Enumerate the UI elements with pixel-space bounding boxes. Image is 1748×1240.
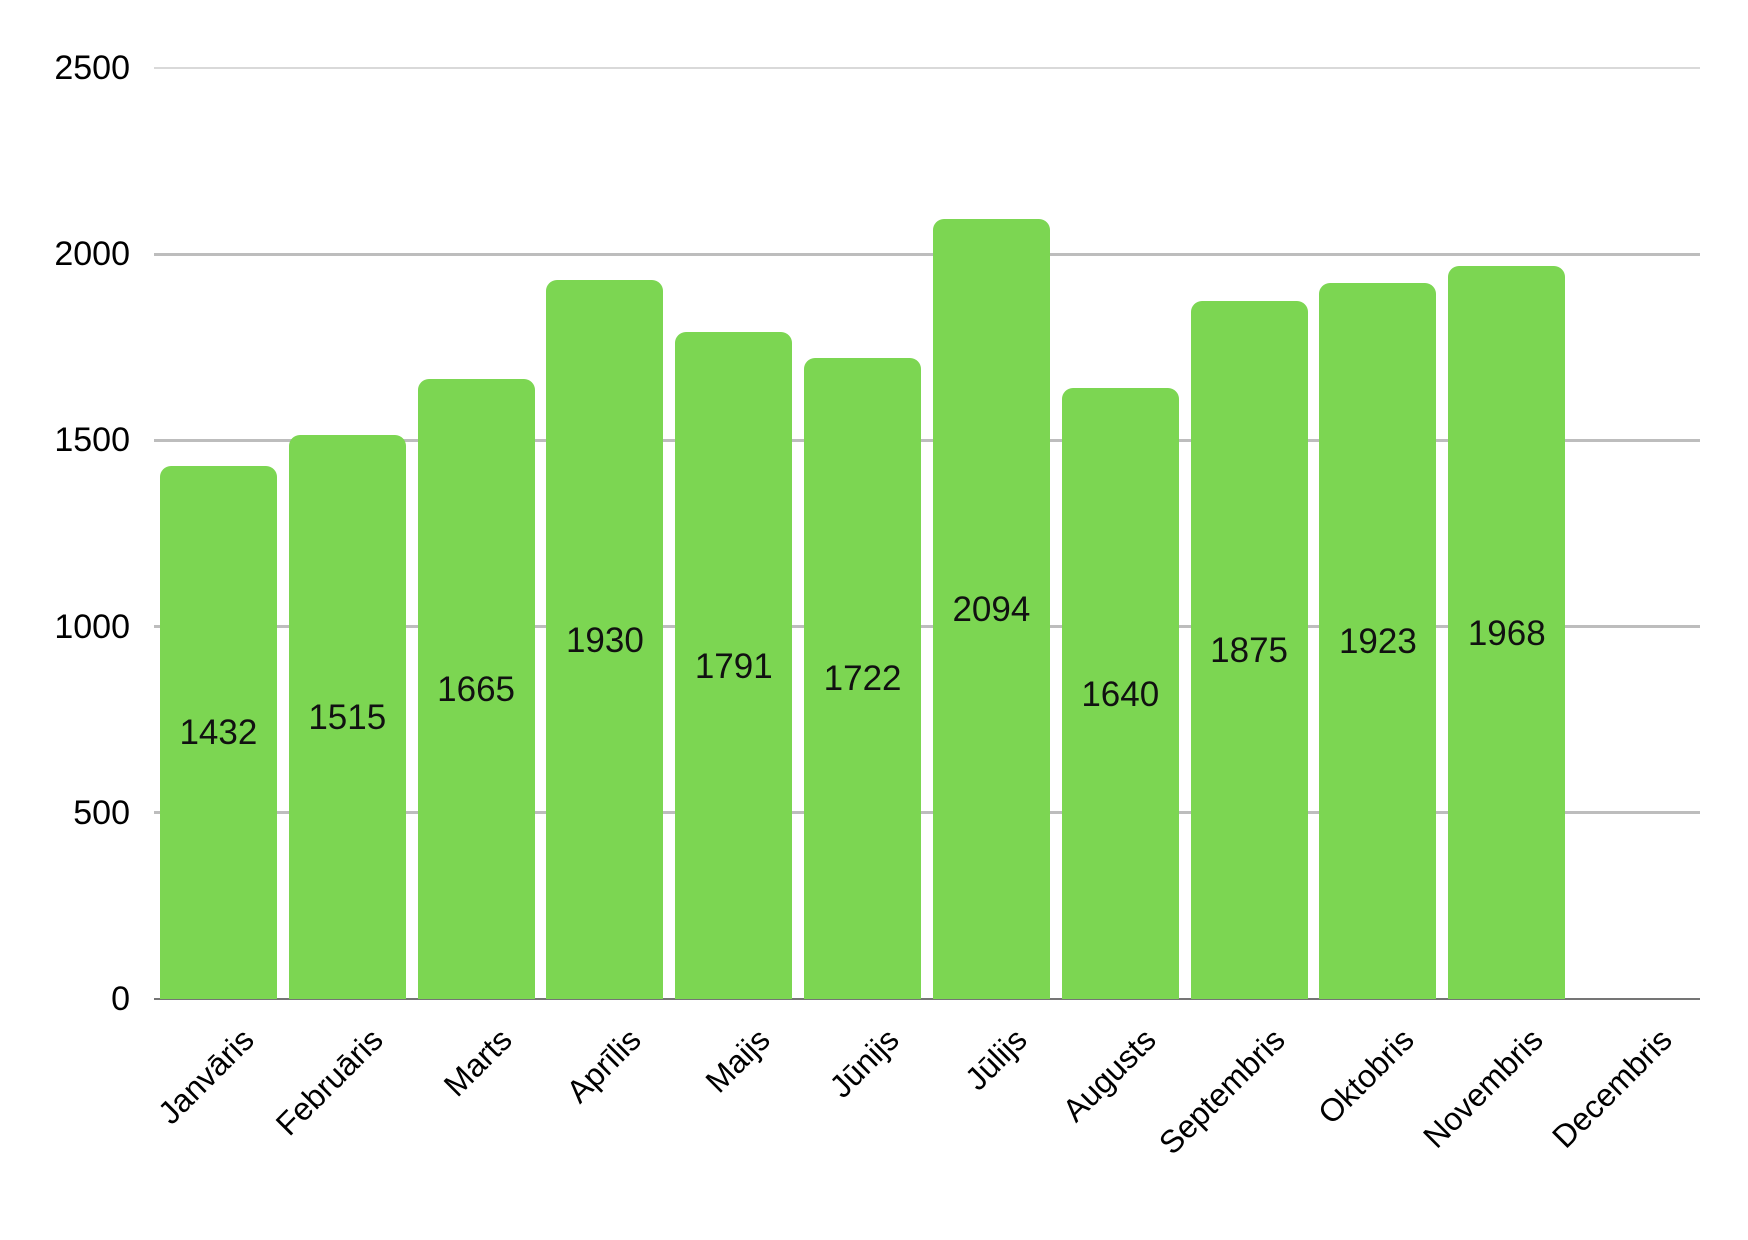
x-tick-label-decembris: Decembris <box>1544 1021 1679 1155</box>
bar-value-label-janvāris: 1432 <box>179 713 258 753</box>
y-tick-label-500: 500 <box>73 793 130 832</box>
gridline-1000 <box>154 625 1700 629</box>
bar-value-label-jūnijs: 1722 <box>823 659 902 699</box>
bar-value-label-oktobris: 1923 <box>1338 621 1417 661</box>
gridline-500 <box>154 811 1700 815</box>
bar-septembris <box>1190 300 1308 999</box>
bar-marts <box>417 378 535 999</box>
x-tick-label-augusts: Augusts <box>1055 1021 1163 1129</box>
bar-oktobris <box>1319 282 1437 999</box>
bar-value-label-septembris: 1875 <box>1210 630 1289 670</box>
gridline-1500 <box>154 438 1700 442</box>
x-tick-label-jūlijs: Jūlijs <box>958 1021 1035 1098</box>
y-tick-label-2000: 2000 <box>54 235 130 274</box>
x-tick-label-februāris: Februāris <box>268 1021 390 1143</box>
y-tick-label-2500: 2500 <box>54 49 130 87</box>
x-axis-baseline <box>154 998 1700 1000</box>
x-tick-label-oktobris: Oktobris <box>1310 1021 1421 1131</box>
y-tick-label-1500: 1500 <box>54 421 130 460</box>
bar-maijs <box>675 332 793 999</box>
x-tick-label-jūnijs: Jūnijs <box>822 1021 906 1105</box>
gridline-2500 <box>154 67 1700 69</box>
x-tick-label-janvāris: Janvāris <box>151 1021 262 1132</box>
bar-aprīlis <box>546 280 664 999</box>
bar-value-label-marts: 1665 <box>437 669 516 709</box>
x-tick-label-maijs: Maijs <box>698 1021 777 1100</box>
bar-jūlijs <box>932 219 1050 999</box>
bar-value-label-jūlijs: 2094 <box>952 590 1031 630</box>
bar-janvāris <box>159 465 277 999</box>
x-tick-label-marts: Marts <box>436 1021 519 1104</box>
x-tick-label-aprīlis: Aprīlis <box>559 1021 648 1110</box>
bar-februāris <box>288 434 406 999</box>
bar-value-label-februāris: 1515 <box>308 697 387 737</box>
x-tick-label-septembris: Septembris <box>1151 1021 1292 1162</box>
bar-value-label-augusts: 1640 <box>1081 674 1160 714</box>
bar-novembris <box>1448 266 1566 999</box>
y-tick-label-1000: 1000 <box>54 607 130 646</box>
bar-value-label-aprīlis: 1930 <box>565 620 644 660</box>
bar-jūnijs <box>804 357 922 999</box>
bar-value-label-novembris: 1968 <box>1467 613 1546 653</box>
bar-augusts <box>1061 388 1179 999</box>
x-tick-label-novembris: Novembris <box>1415 1021 1550 1155</box>
bar-value-label-maijs: 1791 <box>694 646 773 686</box>
gridline-2000 <box>154 252 1700 256</box>
y-tick-label-0: 0 <box>111 980 130 1018</box>
